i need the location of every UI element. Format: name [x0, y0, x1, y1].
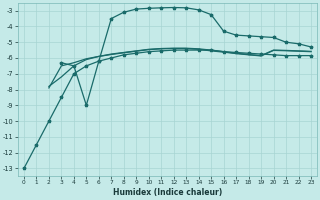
X-axis label: Humidex (Indice chaleur): Humidex (Indice chaleur): [113, 188, 222, 197]
